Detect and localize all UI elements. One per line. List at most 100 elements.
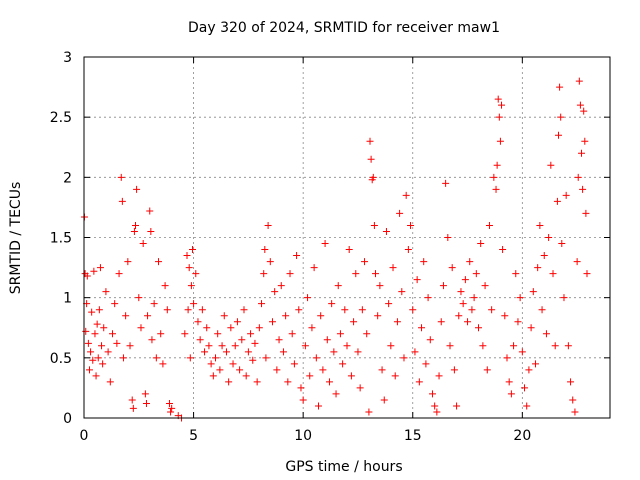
data-point	[538, 306, 546, 314]
data-point	[207, 360, 215, 368]
data-point	[376, 282, 384, 290]
data-point	[186, 354, 194, 362]
data-point	[391, 372, 399, 380]
data-point	[137, 324, 145, 332]
x-tick-label: 10	[294, 428, 312, 444]
data-point	[521, 384, 529, 392]
data-point	[514, 318, 522, 326]
data-point	[319, 366, 327, 374]
data-point	[450, 366, 458, 374]
data-point	[117, 173, 125, 181]
data-point	[407, 221, 415, 229]
data-point	[216, 366, 224, 374]
data-point	[288, 330, 296, 338]
data-point	[488, 306, 496, 314]
data-point	[581, 137, 589, 145]
data-point	[183, 252, 191, 260]
data-point	[366, 137, 374, 145]
data-point	[325, 378, 333, 386]
data-point	[242, 372, 250, 380]
data-point	[424, 294, 432, 302]
data-point	[157, 330, 165, 338]
data-point	[330, 348, 338, 356]
data-point	[94, 354, 102, 362]
data-point	[284, 378, 292, 386]
data-point	[165, 400, 173, 408]
data-point	[411, 348, 419, 356]
data-point	[212, 354, 219, 362]
data-point	[106, 378, 114, 386]
data-point	[89, 356, 97, 364]
data-point	[271, 288, 279, 296]
data-point	[554, 131, 562, 139]
data-point	[345, 246, 353, 254]
data-point	[448, 264, 456, 272]
data-point	[558, 240, 566, 248]
data-point	[525, 366, 533, 374]
data-point	[354, 348, 362, 356]
data-point	[496, 137, 504, 145]
data-point	[266, 258, 274, 266]
data-point	[194, 318, 202, 326]
data-point	[560, 294, 568, 302]
data-point	[98, 342, 106, 350]
data-point	[428, 390, 436, 398]
data-point	[295, 306, 303, 314]
data-point	[126, 342, 134, 350]
data-point	[147, 227, 155, 235]
data-point	[444, 234, 452, 241]
data-point	[249, 356, 257, 364]
data-point	[556, 83, 564, 91]
data-point	[301, 342, 309, 350]
data-point	[446, 342, 454, 350]
data-point	[545, 234, 553, 241]
data-point	[90, 267, 98, 275]
data-point	[479, 342, 487, 350]
data-point	[553, 197, 561, 205]
data-point	[244, 348, 252, 356]
data-point	[551, 342, 559, 350]
data-point	[247, 330, 255, 338]
data-point	[483, 366, 491, 374]
data-point	[339, 360, 347, 368]
data-point	[413, 276, 421, 284]
data-point	[308, 324, 316, 332]
data-point	[129, 404, 137, 412]
data-point	[516, 294, 524, 302]
data-point	[108, 330, 116, 338]
data-point	[146, 207, 154, 215]
data-point	[464, 318, 472, 326]
data-point	[481, 282, 489, 290]
chart-title: Day 320 of 2024, SRMTID for receiver maw…	[188, 20, 500, 36]
data-point	[475, 324, 482, 332]
data-point	[312, 354, 320, 362]
data-point	[415, 378, 423, 386]
data-point	[135, 294, 143, 302]
data-point	[461, 276, 469, 284]
data-point	[442, 179, 450, 187]
data-point	[358, 306, 366, 314]
data-point	[363, 330, 371, 338]
data-point	[104, 348, 112, 356]
data-point	[91, 330, 99, 338]
data-point	[523, 402, 531, 410]
data-point	[361, 258, 369, 266]
data-point	[580, 107, 588, 115]
data-point	[579, 185, 587, 193]
data-point	[268, 318, 276, 326]
data-point	[133, 185, 141, 193]
data-point	[282, 312, 290, 320]
x-tick-label: 5	[189, 428, 198, 444]
data-point	[336, 330, 344, 338]
data-point	[420, 258, 428, 266]
data-point	[505, 378, 513, 386]
data-point	[582, 209, 590, 217]
data-point	[503, 354, 511, 362]
data-point	[168, 404, 176, 412]
data-point	[457, 288, 465, 296]
data-point	[297, 384, 305, 392]
data-point	[356, 384, 364, 392]
data-point	[290, 360, 298, 368]
data-point	[293, 252, 301, 260]
